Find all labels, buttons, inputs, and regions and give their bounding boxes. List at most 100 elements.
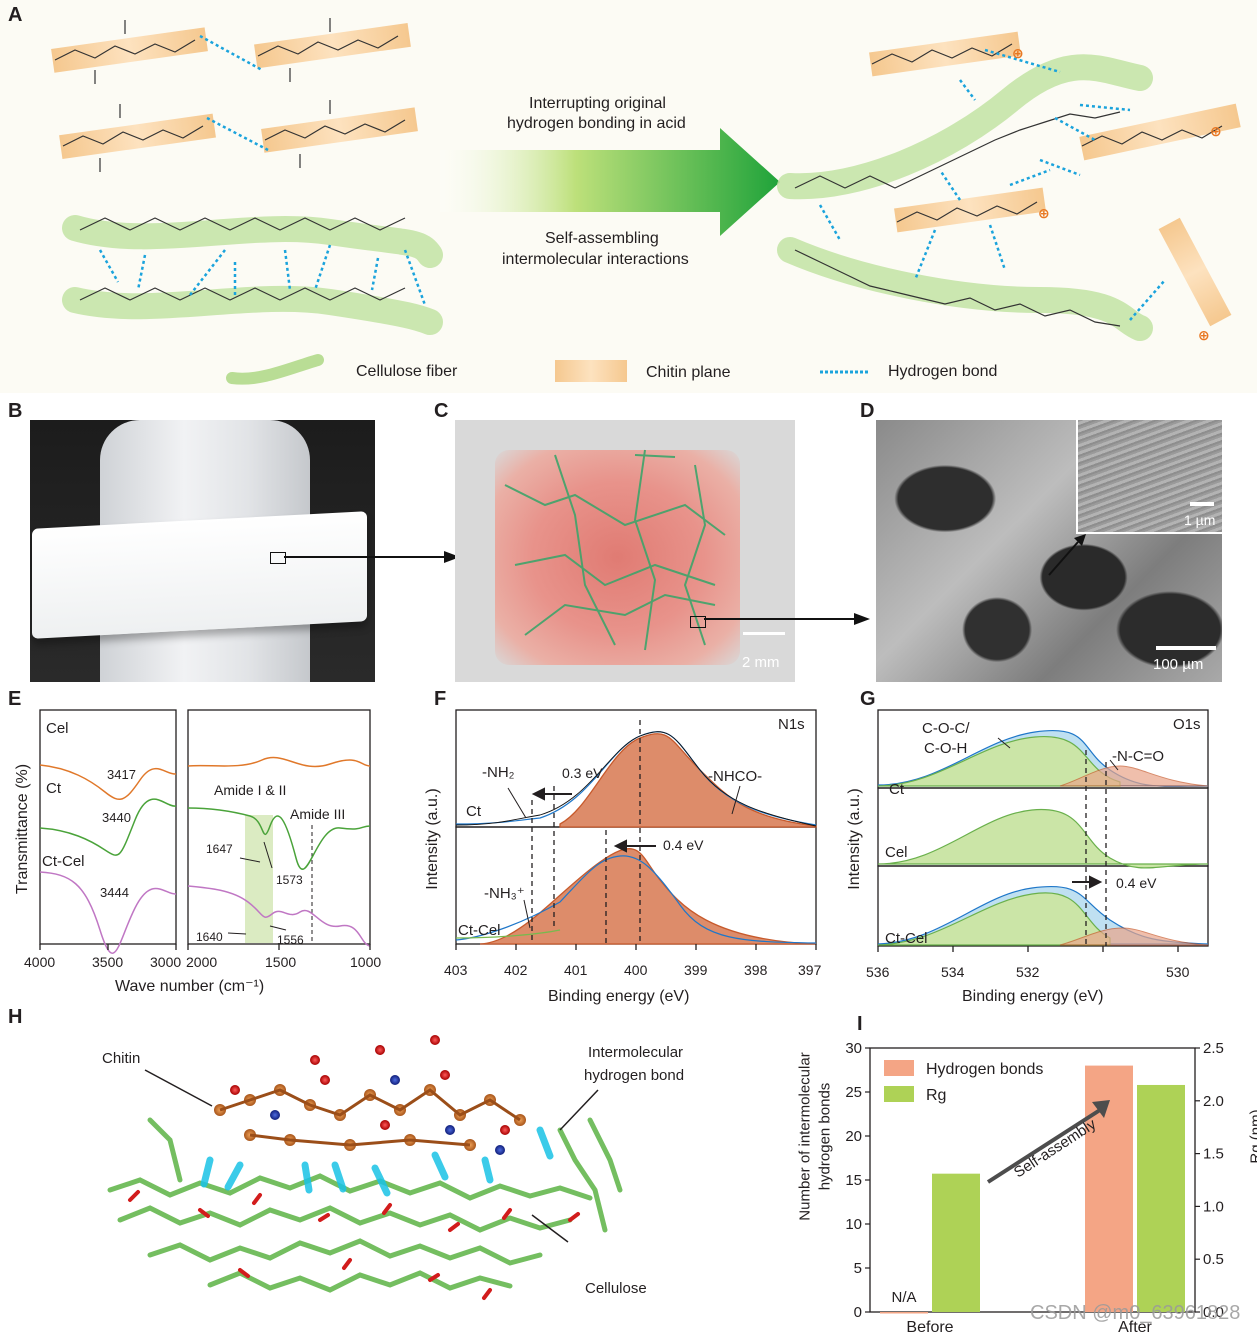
panel-label-b: B <box>8 400 23 422</box>
g-label-ctcel: Ct-Cel <box>885 930 928 947</box>
xps-o1s-chart <box>877 709 1209 952</box>
i-legend-label: Rg <box>926 1087 946 1104</box>
i-bar-hbonds <box>880 1312 928 1314</box>
f-xtick-401: 401 <box>564 962 588 978</box>
hbond-rg-bar-chart: 0 5 10 15 20 25 30 0.0 0.5 1.0 1.5 2.0 2.5 Before Afte… <box>845 1040 1224 1335</box>
chitin-plane-4 <box>261 107 418 153</box>
e-xtick-4000: 4000 <box>24 954 56 970</box>
arrow-text-bottom-2: intermolecular interactions <box>502 251 689 268</box>
panel-label-f: F <box>434 688 447 710</box>
legend-chitin-plane: Chitin plane <box>646 364 731 381</box>
i-ytick-label: 25 <box>845 1084 862 1101</box>
panel-label-h: H <box>8 1006 23 1028</box>
f-xtick-398: 398 <box>744 962 768 978</box>
i-ytick-label: 30 <box>845 1040 862 1057</box>
i-y2tick-label: 2.0 <box>1203 1093 1224 1110</box>
g-title: O1s <box>1173 716 1201 733</box>
i-y2tick-label: 1.5 <box>1203 1146 1224 1163</box>
h-label-hbond: hydrogen bond <box>584 1067 685 1084</box>
f-xtick-399: 399 <box>684 962 708 978</box>
legend-cellulose-fiber: Cellulose fiber <box>356 363 458 380</box>
microct-image: 2 mm <box>455 420 795 682</box>
c-scale-bar-label: 2 mm <box>742 654 780 671</box>
f-label-nh3: -NH₃⁺ <box>484 885 525 902</box>
g-xtick-532: 532 <box>1016 964 1040 980</box>
f-xtick-397: 397 <box>798 962 822 978</box>
g-label-04ev: 0.4 eV <box>1116 875 1157 891</box>
e-series-ct: Ct <box>46 780 61 797</box>
i-ytick-label: 15 <box>845 1172 862 1189</box>
i-ytick-label: 20 <box>845 1128 862 1145</box>
i-y2tick-label: 1.0 <box>1203 1198 1224 1215</box>
h-label-intermolecular: Intermolecular <box>588 1044 684 1061</box>
svg-text:⊕: ⊕ <box>1210 123 1222 139</box>
e-series-cel: Cel <box>46 720 69 737</box>
svg-text:⊕: ⊕ <box>1038 205 1050 221</box>
chitin-plane-1 <box>51 27 208 73</box>
e-anno-1647: 1647 <box>206 842 233 856</box>
panel-label-a: A <box>8 4 23 26</box>
i-legend-swatch <box>884 1086 914 1102</box>
g-xlabel: Binding energy (eV) <box>962 988 1104 1005</box>
g-label-ct: Ct <box>889 781 904 798</box>
inset-scale-bar-line <box>1190 502 1214 506</box>
f-title: N1s <box>778 716 805 733</box>
i-bar-hbonds <box>1085 1065 1133 1312</box>
e-anno-3417: 3417 <box>107 767 136 782</box>
e-series-ctcel: Ct-Cel <box>42 853 85 870</box>
g-label-coc: C-O-C/ <box>922 720 970 737</box>
i-y2tick-label: 0.0 <box>1203 1304 1224 1321</box>
arrow-b-to-c <box>284 551 460 563</box>
h-label-cellulose: Cellulose <box>585 1280 647 1297</box>
f-label-nhco: -NHCO- <box>708 768 763 785</box>
e-anno-3440: 3440 <box>102 810 131 825</box>
chitin-plane-3 <box>59 113 216 160</box>
g-xtick-534: 534 <box>941 964 965 980</box>
panel-label-d: D <box>860 400 875 422</box>
f-label-04ev: 0.4 eV <box>663 837 704 853</box>
f-xlabel: Binding energy (eV) <box>548 988 690 1005</box>
e-anno-1556: 1556 <box>277 933 304 947</box>
e-anno-1640: 1640 <box>196 930 223 944</box>
g-xtick-536: 536 <box>866 964 890 980</box>
e-xtick-1500: 1500 <box>265 954 297 970</box>
e-xlabel: Wave number (cm⁻¹) <box>115 978 265 995</box>
i-ytick-label: 5 <box>854 1260 862 1277</box>
f-xtick-400: 400 <box>624 962 648 978</box>
i-bar-rg <box>1137 1084 1185 1312</box>
photo-aerogel <box>30 420 375 682</box>
panel-label-g: G <box>860 688 876 710</box>
sem-inset <box>1076 420 1222 534</box>
ftir-chart <box>39 709 371 954</box>
md-snapshot <box>107 1035 623 1300</box>
f-label-nh2: -NH₂ <box>482 764 515 781</box>
g-label-coh: C-O-H <box>924 740 968 757</box>
h-label-chitin: Chitin <box>102 1050 141 1067</box>
e-ylabel: Transmittance (%) <box>14 763 31 895</box>
panel-a-drawing: ⊕ ⊕ ⊕ ⊕ <box>51 18 1241 385</box>
d-scale-bar-label: 100 µm <box>1153 656 1204 673</box>
e-xtick-3500: 3500 <box>92 954 124 970</box>
legend-hydrogen-bond: Hydrogen bond <box>888 363 998 380</box>
arrow-text-top-1: Interrupting original <box>529 95 666 112</box>
g-label-nco: -N-C=O <box>1112 748 1165 765</box>
d-scale-bar-line <box>1156 646 1216 650</box>
f-ylabel: Intensity (a.u.) <box>424 788 441 890</box>
i-xtick-label: Before <box>906 1319 953 1335</box>
chitin-plane-2 <box>254 22 411 69</box>
i-arrow-head <box>1092 1100 1110 1118</box>
i-y2tick-label: 2.5 <box>1203 1040 1224 1057</box>
panel-label-e: E <box>8 688 22 710</box>
arrow-c-to-d <box>704 613 870 625</box>
e-xtick-3000: 3000 <box>150 954 182 970</box>
svg-text:⊕: ⊕ <box>1198 327 1210 343</box>
g-label-cel: Cel <box>885 844 908 861</box>
svg-text:⊕: ⊕ <box>1012 45 1024 61</box>
i-ytick-label: 0 <box>854 1304 862 1321</box>
c-scale-bar-line <box>743 632 785 635</box>
i-xtick-label: After <box>1118 1319 1152 1335</box>
arrow-text-bottom-1: Self-assembling <box>545 230 659 247</box>
sem-image: 1 µm 100 µm <box>876 420 1222 682</box>
e-anno-amide-1-2: Amide I & II <box>214 782 287 798</box>
watermark: CSDN @m0_63961828 <box>1030 1302 1241 1324</box>
